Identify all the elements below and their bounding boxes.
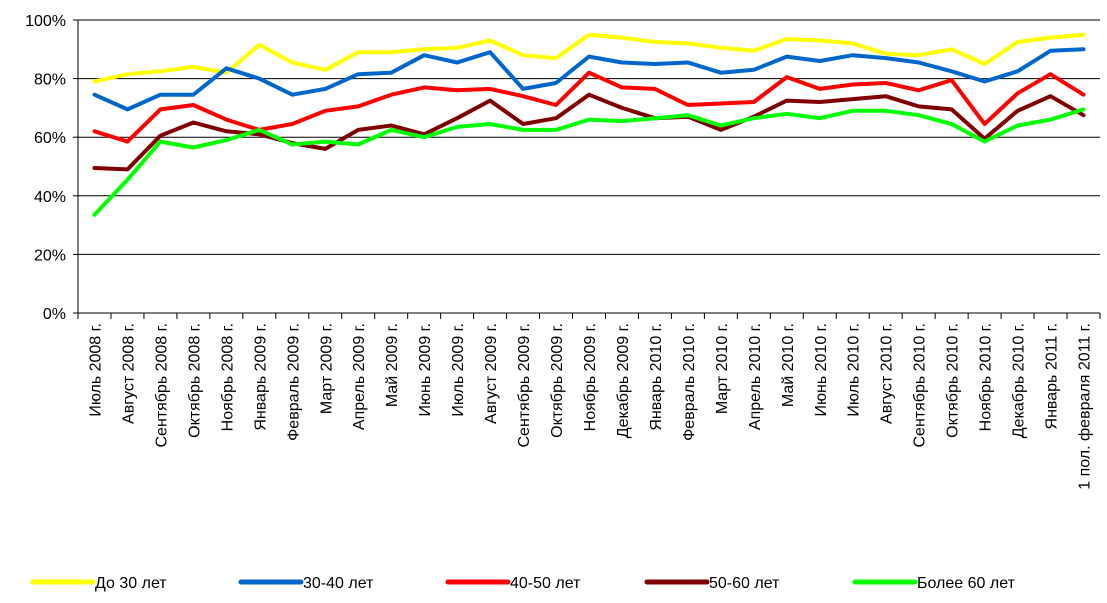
x-tick-label: Декабрь 2010 г. — [1011, 323, 1028, 438]
y-tick-label: 80% — [34, 72, 66, 89]
x-tick-label: Август 2010 г. — [879, 323, 896, 424]
x-tick-label: Июнь 2010 г. — [813, 323, 830, 416]
x-tick-label: Май 2010 г. — [780, 323, 797, 407]
x-tick-label: Июль 2010 г. — [846, 323, 863, 417]
x-tick-label: Август 2008 г. — [120, 323, 137, 424]
series-line-4 — [92, 92, 1086, 172]
x-tick-label: Май 2009 г. — [384, 323, 401, 407]
x-tick-label: Декабрь 2009 г. — [615, 323, 632, 438]
legend-label-2: 30-40 лет — [303, 575, 374, 592]
x-tick-label: Январь 2009 г. — [252, 323, 269, 431]
x-axis: Июль 2008 г. Август 2008 г. Сентябрь 2008 … — [77, 312, 1101, 490]
x-tick-label: Январь 2010 г. — [648, 323, 665, 431]
x-tick-label: Март 2009 г. — [318, 323, 335, 414]
x-tick-label: Февраль 2009 г. — [285, 323, 302, 441]
legend-label-1: До 30 лет — [95, 575, 167, 592]
x-tick-label: Ноябрь 2008 г. — [219, 323, 236, 431]
series-line-2 — [92, 47, 1086, 112]
x-tick-label: Сентябрь 2008 г. — [153, 323, 170, 448]
x-tick-label: Апрель 2010 г. — [747, 323, 764, 430]
x-tick-label: Октябрь 2009 г. — [549, 323, 566, 438]
legend-label-3: 40-50 лет — [510, 575, 581, 592]
y-tick-label: 40% — [34, 189, 66, 206]
legend-label-5: Более 60 лет — [917, 575, 1016, 592]
x-tick-label: Февраль 2010 г. — [681, 323, 698, 441]
legend-label-4: 50-60 лет — [709, 575, 780, 592]
x-tick-label: 1 пол. февраля 2011 г. — [1077, 323, 1094, 490]
y-axis: 0% 20% 40% 60% 80% 100% — [25, 13, 79, 323]
x-tick-label: Октябрь 2010 г. — [945, 323, 962, 438]
y-tick-label: 0% — [43, 306, 66, 323]
x-tick-label: Ноябрь 2010 г. — [978, 323, 995, 431]
x-tick-label: Сентябрь 2009 г. — [516, 323, 533, 448]
x-tick-label: Апрель 2009 г. — [351, 323, 368, 430]
x-tick-label: Март 2010 г. — [714, 323, 731, 414]
y-tick-label: 20% — [34, 247, 66, 264]
series-line-1 — [92, 32, 1086, 84]
x-tick-label: Июль 2008 г. — [87, 323, 104, 417]
x-tick-label: Январь 2011 г. — [1044, 323, 1061, 429]
gridlines — [78, 19, 1100, 255]
x-tick-label: Сентябрь 2010 г. — [912, 323, 929, 448]
series-lines — [92, 32, 1086, 217]
x-tick-label: Август 2009 г. — [483, 323, 500, 424]
y-tick-label: 100% — [25, 13, 66, 30]
legend: До 30 лет 30-40 лет 40-50 лет 50-60 лет Боле… — [30, 575, 1016, 592]
x-tick-label: Октябрь 2008 г. — [186, 323, 203, 438]
x-tick-label: Июль 2009 г. — [450, 323, 467, 417]
x-tick-label: Ноябрь 2009 г. — [582, 323, 599, 431]
y-tick-label: 60% — [34, 130, 66, 147]
x-tick-label: Июнь 2009 г. — [417, 323, 434, 416]
series-line-5 — [92, 107, 1086, 217]
